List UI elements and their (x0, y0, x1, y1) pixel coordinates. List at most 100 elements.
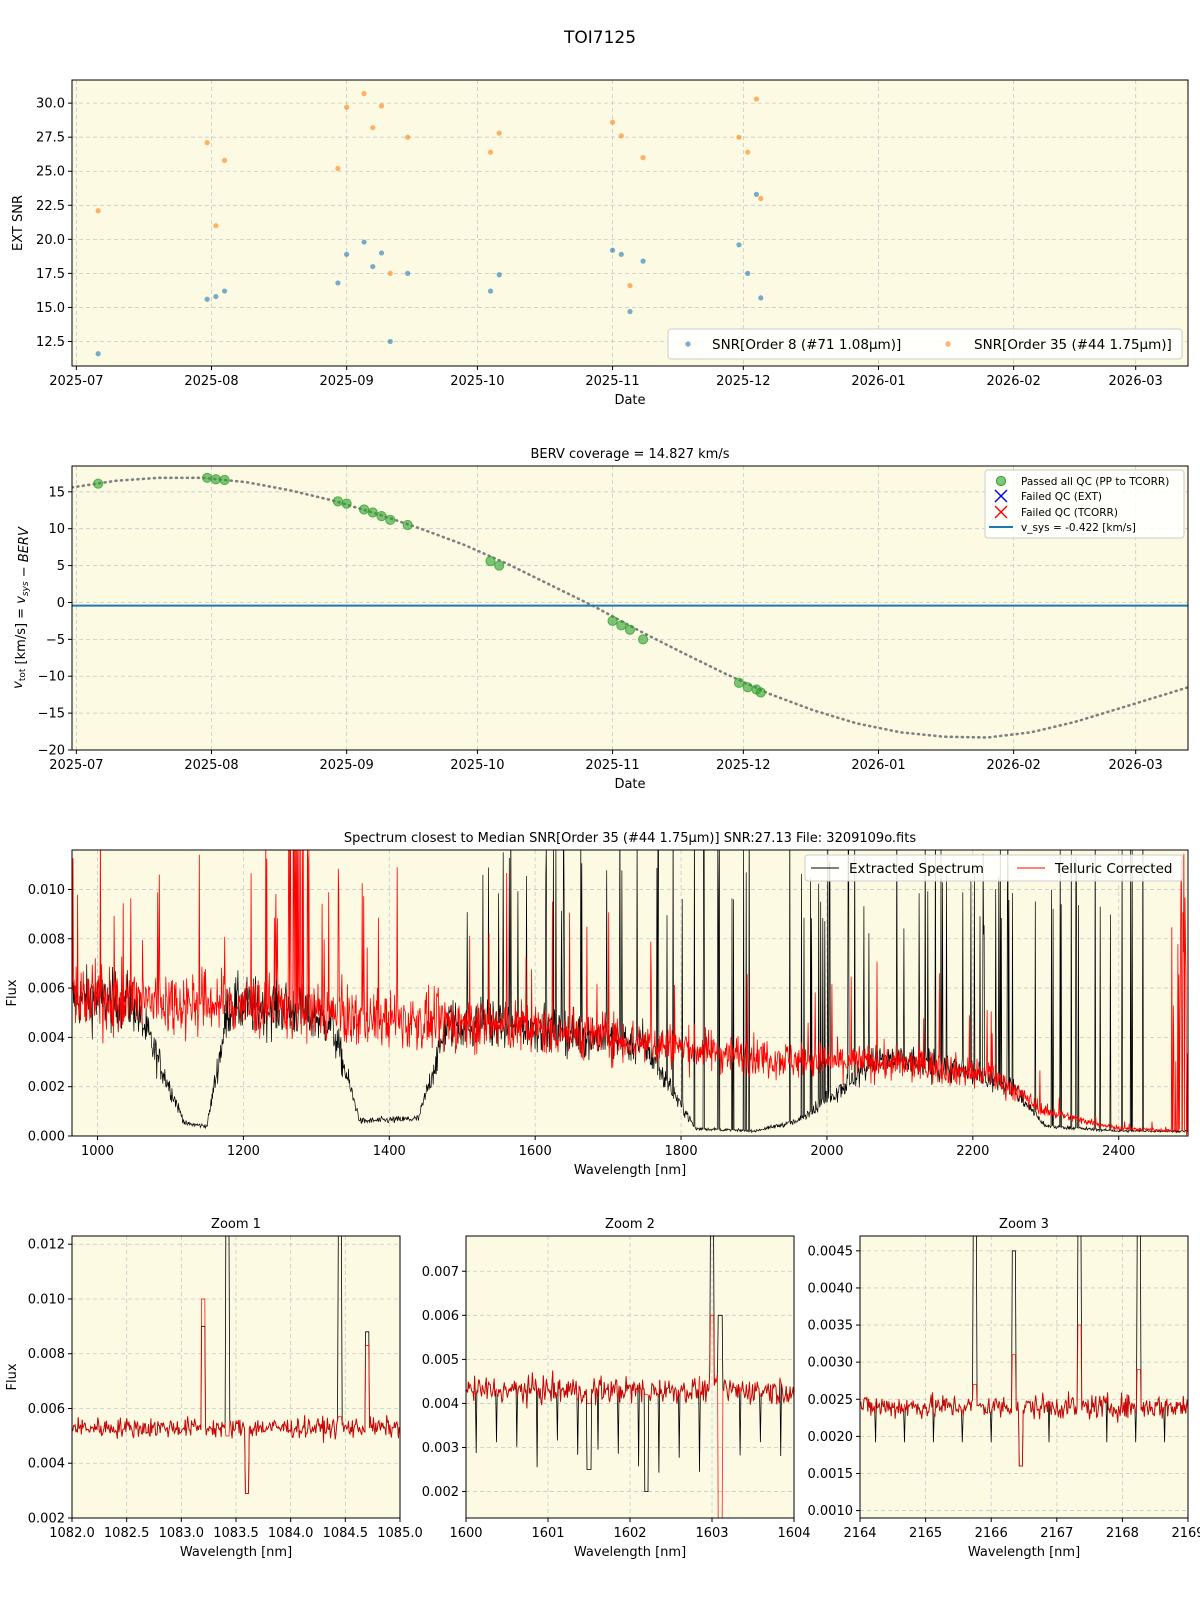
x-tick-label: 2025-07 (49, 374, 103, 389)
x-tick-label: 2200 (956, 1144, 989, 1159)
snr-order35-point (758, 195, 764, 202)
x-tick-label: 2025-11 (585, 374, 639, 389)
plot-frame (859, 1235, 1189, 1519)
y-tick-label: −5 (46, 633, 65, 648)
snr-order8-point (618, 251, 624, 257)
berv-title: BERV coverage = 14.827 km/s (531, 447, 730, 462)
legend-marker-order35 (945, 341, 951, 347)
y-tick-label: 0.005 (422, 1353, 459, 1368)
y-tick-label: 30.0 (36, 97, 65, 112)
y-tick-label: 0.0015 (808, 1467, 854, 1482)
snr-order35-point (745, 149, 751, 155)
snr-order8-point (213, 293, 219, 300)
plot-frame (71, 465, 1189, 751)
x-tick-label: 1601 (531, 1526, 564, 1541)
y-tick-label: 0.002 (28, 1512, 65, 1527)
snr-order35-point (405, 134, 411, 140)
y-tick-label: 0.007 (422, 1265, 459, 1280)
y-tick-label: 0 (57, 596, 65, 611)
x-tick-label: 1800 (665, 1144, 698, 1159)
snr-order35-point (496, 130, 502, 136)
snr-order8-point (387, 338, 393, 345)
x-tick-label: 1083.5 (213, 1526, 259, 1541)
passed-qc-point (742, 682, 753, 693)
passed-qc-point (341, 498, 352, 509)
snr-order35-point (95, 208, 101, 214)
snr-order35-point (213, 223, 219, 229)
snr-order8-point (627, 308, 633, 315)
x-tick-label: 1400 (373, 1144, 406, 1159)
y-tick-label: 27.5 (36, 131, 65, 146)
x-tick-label: 2025-08 (184, 758, 238, 773)
x-axis-label: Wavelength [nm] (574, 1163, 686, 1178)
y-tick-label: 0.008 (28, 1347, 65, 1362)
spectrum-panel: 1000 1200 1400 1600 1800 2000 2200 2400 0.000 0.0… (5, 831, 1189, 1178)
y-tick-label: 0.002 (28, 1080, 65, 1095)
zoom-telluric-line (72, 1298, 400, 1494)
zoom3-panel: 2164 2165 2166 2167 2168 2169 0.0010 0.0015 0.00… (808, 1217, 1200, 1560)
x-tick-label: 2025-07 (49, 758, 103, 773)
y-tick-label: 0.0025 (808, 1393, 854, 1408)
y-tick-label: 0.006 (422, 1309, 459, 1324)
plot-frame (71, 79, 1189, 367)
zoom-telluric-line (466, 1314, 794, 1518)
zoom3-title: Zoom 3 (999, 1217, 1049, 1232)
x-tick-label: 2025-08 (184, 374, 238, 389)
y-tick-label: 0.010 (28, 1292, 65, 1307)
snr-order8-point (378, 250, 385, 256)
passed-qc-point (616, 620, 627, 631)
y-tick-label: 0.0020 (808, 1430, 854, 1445)
y-tick-label: 0.0030 (808, 1356, 854, 1371)
legend-label-extracted: Extracted Spectrum (849, 861, 984, 877)
x-tick-label: 2400 (1102, 1144, 1135, 1159)
snr-panel: 2025-07 2025-08 2025-09 2025-10 2025-11 2025-… (11, 79, 1189, 408)
x-tick-label: 2166 (975, 1526, 1008, 1541)
plot-area (72, 80, 1188, 366)
y-axis-label-part: − (17, 562, 32, 581)
snr-order8-point (221, 288, 228, 294)
x-tick-label: 1083.0 (159, 1526, 205, 1541)
legend-marker-passed (995, 475, 1007, 487)
y-tick-label: 17.5 (36, 267, 65, 282)
snr-order35-point (487, 149, 494, 155)
snr-order8-point (405, 270, 411, 276)
x-tick-label: 2025-12 (716, 758, 770, 773)
snr-order35-point (221, 157, 228, 163)
x-tick-label: 2026-01 (851, 374, 905, 389)
snr-order8-point (335, 280, 341, 286)
snr-order35-point (640, 155, 646, 161)
y-axis-label: vtot [km/s] = vsys − BERV (11, 526, 32, 689)
x-tick-label: 2025-10 (450, 374, 504, 389)
snr-order35-point (618, 133, 624, 139)
passed-qc-point (219, 474, 230, 486)
zoom-telluric-line (860, 1324, 1188, 1467)
legend-label-failed-tcorr: Failed QC (TCORR) (1021, 507, 1118, 519)
x-tick-label: 2169 (1171, 1526, 1200, 1541)
x-tick-label: 2164 (843, 1526, 876, 1541)
y-axis-label-part: [km/s] = (14, 604, 29, 669)
y-tick-label: 0.0040 (808, 1281, 854, 1296)
legend-box (984, 469, 1185, 539)
plot-area (860, 1236, 1188, 1518)
snr-order35-point (627, 283, 633, 289)
y-tick-label: 0.0035 (808, 1319, 854, 1334)
zoom2-title: Zoom 2 (605, 1217, 655, 1232)
snr-order8-point (640, 258, 646, 264)
legend-label-order35: SNR[Order 35 (#44 1.75μm)] (974, 337, 1172, 353)
y-tick-label: −20 (38, 744, 65, 759)
y-axis-label: EXT SNR (11, 195, 26, 251)
y-axis-label-part: sys (21, 581, 31, 596)
y-tick-label: 0.010 (28, 883, 65, 898)
x-tick-label: 1000 (81, 1144, 114, 1159)
x-tick-label: 2167 (1040, 1526, 1073, 1541)
legend-box (804, 854, 1184, 882)
x-tick-label: 2025-12 (716, 374, 770, 389)
y-axis-label: Flux (5, 1363, 20, 1390)
legend-label-failed-ext: Failed QC (EXT) (1021, 491, 1102, 503)
x-axis-label: Date (614, 777, 645, 792)
x-tick-label: 2026-01 (851, 758, 905, 773)
passed-qc-point (624, 624, 636, 635)
y-tick-label: 22.5 (36, 199, 65, 214)
x-tick-label: 2168 (1106, 1526, 1139, 1541)
snr-order35-point (378, 103, 385, 109)
